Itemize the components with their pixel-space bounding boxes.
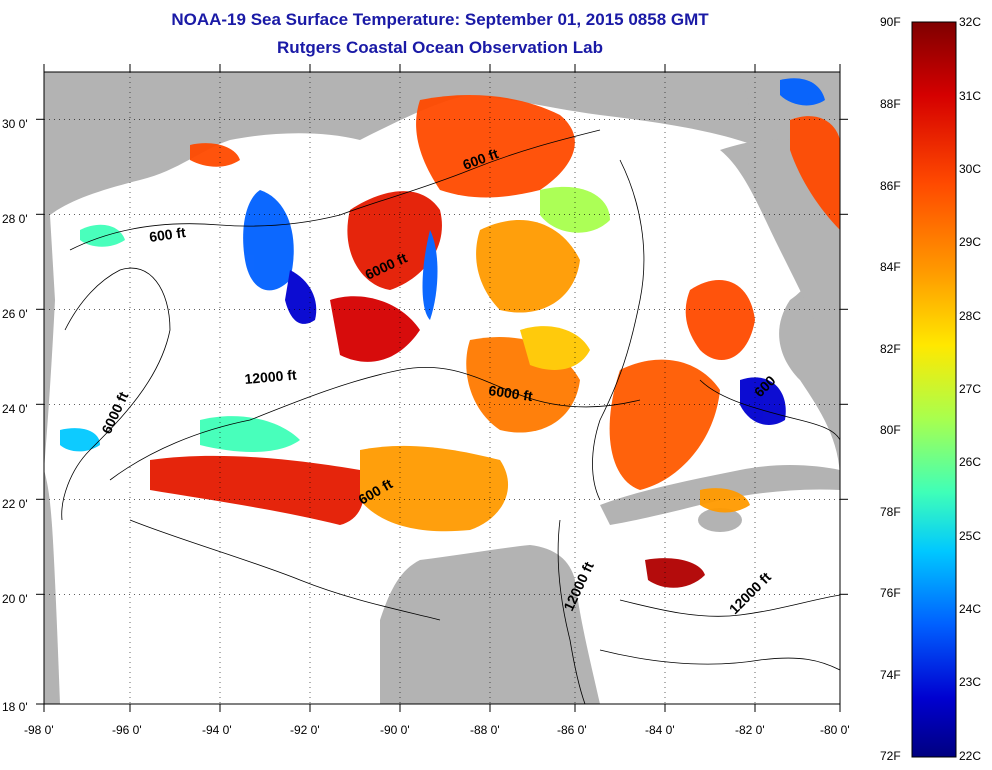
- florida-peninsula: [720, 139, 840, 355]
- map-title: NOAA-19 Sea Surface Temperature: Septemb…: [171, 10, 709, 29]
- lat-label: 26 0': [2, 307, 28, 321]
- colorbar-c-label: 28C: [959, 309, 981, 323]
- lon-label: -88 0': [470, 723, 500, 737]
- colorbar-c-label: 31C: [959, 89, 981, 103]
- bathymetry-contours: [61, 129, 840, 704]
- lon-label: -84 0': [645, 723, 675, 737]
- lon-label: -96 0': [112, 723, 142, 737]
- colorbar-f-label: 86F: [880, 179, 901, 193]
- lat-label: 20 0': [2, 592, 28, 606]
- colorbar-f-label: 78F: [880, 505, 901, 519]
- isle-of-youth: [698, 508, 742, 532]
- contour-label: 12000 ft: [244, 366, 298, 387]
- contour-label: 6000 ft: [488, 382, 534, 404]
- colorbar-gradient: [911, 21, 957, 758]
- colorbar-f-label: 72F: [880, 749, 901, 763]
- lon-label: -90 0': [380, 723, 410, 737]
- lon-label: -94 0': [202, 723, 232, 737]
- lon-label: -82 0': [735, 723, 765, 737]
- lat-label: 30 0': [2, 117, 28, 131]
- map-subtitle: Rutgers Coastal Ocean Observation Lab: [277, 38, 603, 57]
- colorbar-c-label: 26C: [959, 455, 981, 469]
- lat-label: 18 0': [2, 700, 28, 714]
- colorbar-c-label: 29C: [959, 235, 981, 249]
- lat-label: 22 0': [2, 497, 28, 511]
- colorbar-c-label: 30C: [959, 162, 981, 176]
- colorbar-f-label: 90F: [880, 15, 901, 29]
- lat-label: 28 0': [2, 212, 28, 226]
- colorbar-c-label: 32C: [959, 15, 981, 29]
- celsius-labels: 32C 31C 30C 29C 28C 27C 26C 25C 24C 23C …: [959, 15, 981, 763]
- mexico-west-land: [44, 470, 60, 704]
- longitude-labels: -98 0' -96 0' -94 0' -92 0' -90 0' -88 0…: [24, 723, 850, 737]
- lon-label: -98 0': [24, 723, 54, 737]
- yucatan-land: [380, 545, 600, 704]
- colorbar-c-label: 25C: [959, 529, 981, 543]
- lon-label: -92 0': [290, 723, 320, 737]
- colorbar-f-label: 74F: [880, 668, 901, 682]
- lon-label: -80 0': [820, 723, 850, 737]
- latitude-labels: 30 0' 28 0' 26 0' 24 0' 22 0' 20 0' 18 0…: [2, 117, 28, 714]
- colorbar-c-label: 24C: [959, 602, 981, 616]
- colorbar-c-label: 22C: [959, 749, 981, 763]
- plot-frame: [43, 71, 841, 705]
- fahrenheit-labels: 90F 88F 86F 84F 82F 80F 78F 76F 74F 72F: [880, 15, 901, 763]
- colorbar-f-label: 82F: [880, 342, 901, 356]
- colorbar-f-label: 76F: [880, 586, 901, 600]
- axis-ticks: [36, 64, 848, 712]
- contour-label: 600 ft: [148, 224, 187, 245]
- gulf-water: [44, 95, 840, 704]
- colorbar-f-label: 84F: [880, 260, 901, 274]
- colorbar-c-label: 27C: [959, 382, 981, 396]
- colorbar-c-label: 23C: [959, 675, 981, 689]
- lat-label: 24 0': [2, 402, 28, 416]
- graticule: [44, 72, 840, 704]
- sst-data: [60, 78, 840, 588]
- colorbar-f-label: 88F: [880, 97, 901, 111]
- lon-label: -86 0': [557, 723, 587, 737]
- colorbar-f-label: 80F: [880, 423, 901, 437]
